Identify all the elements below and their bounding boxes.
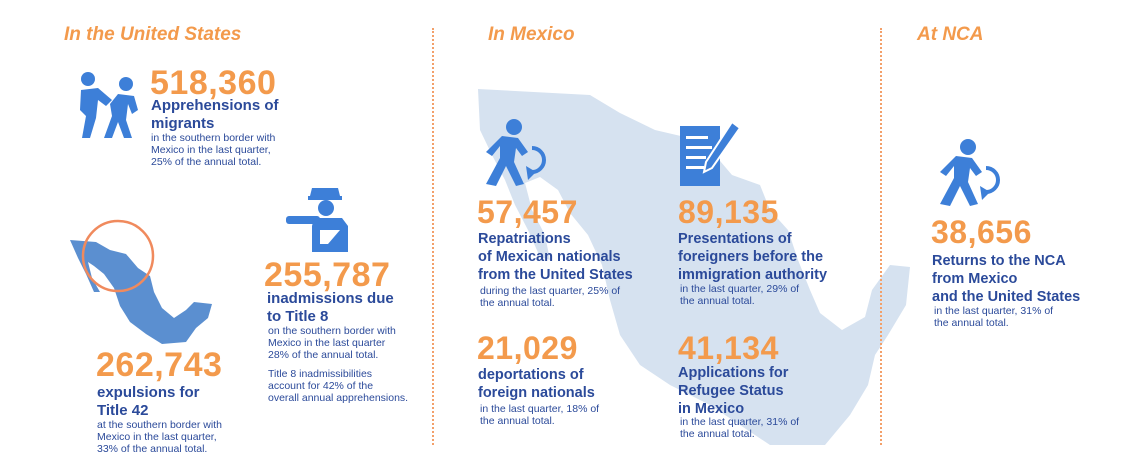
returns-number: 38,656 xyxy=(931,214,1032,250)
presentations-line2: foreigners before the xyxy=(678,249,824,265)
repatriations-line3: from the United States xyxy=(478,267,633,283)
deportations-line2: foreign nationals xyxy=(478,385,595,401)
apprehensions-detail3: 25% of the annual total. xyxy=(151,156,262,168)
deportations-heading: deportations of foreign nationals xyxy=(478,366,595,402)
section-title-mexico: In Mexico xyxy=(488,24,575,45)
apprehensions-number: 518,360 xyxy=(150,64,277,102)
presentations-detail1: in the last quarter, 29% of xyxy=(680,283,800,295)
title8-detail: on the southern border with Mexico in th… xyxy=(268,325,396,361)
officer-icon xyxy=(286,188,348,252)
divider-left xyxy=(432,28,434,445)
deportations-number: 21,029 xyxy=(477,330,578,366)
title42-number: 262,743 xyxy=(96,346,223,384)
title8-line2: to Title 8 xyxy=(267,308,329,325)
refugee-line2: Refugee Status xyxy=(678,383,784,399)
apprehensions-detail2: Mexico in the last quarter, xyxy=(151,144,271,156)
returns-heading: Returns to the NCA from Mexico and the U… xyxy=(932,252,1080,306)
presentations-line3: immigration authority xyxy=(678,267,828,283)
title8-heading: inadmissions due to Title 8 xyxy=(267,290,394,326)
repatriations-detail: during the last quarter, 25% of the annu… xyxy=(480,285,620,309)
returns-detail: in the last quarter, 31% of the annual t… xyxy=(934,305,1053,329)
returns-line1: Returns to the NCA xyxy=(932,253,1066,269)
mexico-background-map xyxy=(478,89,910,445)
refugee-line1: Applications for xyxy=(678,365,789,381)
refugee-number: 41,134 xyxy=(678,330,779,366)
title42-detail2: Mexico in the last quarter, xyxy=(97,431,217,443)
repatriations-detail2: the annual total. xyxy=(480,297,555,309)
deportations-line1: deportations of xyxy=(478,367,584,383)
returns-detail1: in the last quarter, 31% of xyxy=(934,305,1054,317)
repatriations-line2: of Mexican nationals xyxy=(478,249,621,265)
title8-note3: overall annual apprehensions. xyxy=(268,392,409,404)
nca-return-person-icon xyxy=(940,139,1000,206)
refugee-detail2: the annual total. xyxy=(680,428,755,440)
repatriations-heading: Repatriations of Mexican nationals from … xyxy=(478,230,633,284)
presentations-detail: in the last quarter, 29% of the annual t… xyxy=(680,283,799,307)
refugee-heading: Applications for Refugee Status in Mexic… xyxy=(678,364,788,418)
title8-detail3: 28% of the annual total. xyxy=(268,349,379,361)
title8-note2: account for 42% of the xyxy=(268,380,374,392)
apprehensions-line2: migrants xyxy=(151,115,215,132)
deportations-detail2: the annual total. xyxy=(480,415,555,427)
returns-detail2: the annual total. xyxy=(934,317,1009,329)
divider-right xyxy=(880,28,882,445)
title42-heading: expulsions for Title 42 xyxy=(97,384,200,420)
title8-note: Title 8 inadmissibilities account for 42… xyxy=(268,368,408,404)
repatriations-line1: Repatriations xyxy=(478,231,571,247)
repatriations-number: 57,457 xyxy=(477,194,578,230)
repatriations-detail1: during the last quarter, 25% of xyxy=(480,285,621,297)
apprehension-figures-icon xyxy=(80,72,138,138)
title42-detail1: at the southern border with xyxy=(97,419,222,431)
presentations-heading: Presentations of foreigners before the i… xyxy=(678,230,827,284)
apprehensions-detail1: in the southern border with xyxy=(151,132,276,144)
presentations-number: 89,135 xyxy=(678,194,779,230)
apprehensions-line1: Apprehensions of xyxy=(151,97,279,114)
mexico-map-icon xyxy=(70,219,212,344)
title8-detail2: Mexico in the last quarter xyxy=(268,337,386,349)
deportations-detail1: in the last quarter, 18% of xyxy=(480,403,600,415)
document-pen-icon xyxy=(680,120,742,186)
title8-note1: Title 8 inadmissibilities xyxy=(268,368,373,380)
section-title-us: In the United States xyxy=(64,24,242,45)
refugee-detail1: in the last quarter, 31% of xyxy=(680,416,800,428)
title8-line1: inadmissions due xyxy=(267,290,394,307)
returns-line2: from Mexico xyxy=(932,271,1018,287)
apprehensions-detail: in the southern border with Mexico in th… xyxy=(151,132,275,168)
title42-line2: Title 42 xyxy=(97,402,149,419)
apprehensions-heading: Apprehensions of migrants xyxy=(151,97,279,133)
title42-detail: at the southern border with Mexico in th… xyxy=(97,419,222,455)
presentations-line1: Presentations of xyxy=(678,231,792,247)
refugee-detail: in the last quarter, 31% of the annual t… xyxy=(680,416,799,440)
return-person-icon xyxy=(486,119,546,186)
refugee-line3: in Mexico xyxy=(678,401,745,417)
title8-number: 255,787 xyxy=(264,256,391,294)
title42-line1: expulsions for xyxy=(97,384,200,401)
section-title-nca: At NCA xyxy=(917,24,984,45)
title8-detail1: on the southern border with xyxy=(268,325,396,337)
deportations-detail: in the last quarter, 18% of the annual t… xyxy=(480,403,599,427)
returns-line3: and the United States xyxy=(932,289,1081,305)
presentations-detail2: the annual total. xyxy=(680,295,755,307)
